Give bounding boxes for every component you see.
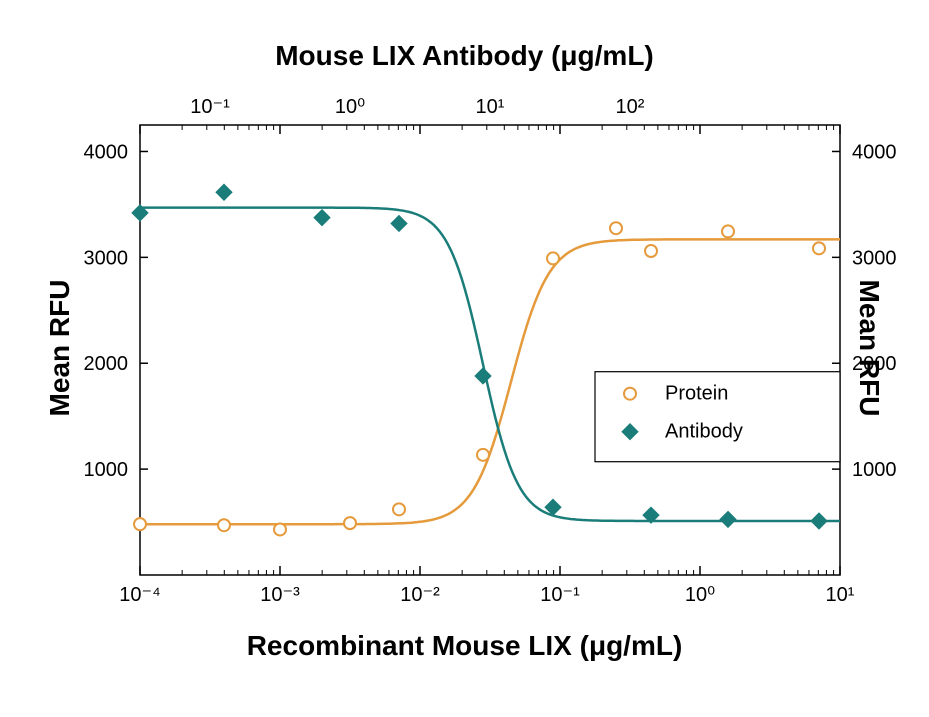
y-tick-label: 4000 <box>852 141 897 163</box>
x-top-tick-label: 10¹ <box>476 96 505 118</box>
x-bottom-tick-label: 10⁻² <box>400 584 440 606</box>
x-bottom-tick-label: 10⁻⁴ <box>119 584 160 606</box>
x-bottom-tick-label: 10⁻³ <box>260 584 300 606</box>
x-top-tick-label: 10⁰ <box>335 96 365 118</box>
x-bottom-tick-label: 10⁻¹ <box>540 584 580 606</box>
y-tick-label: 4000 <box>84 141 129 163</box>
x-bottom-tick-label: 10¹ <box>826 584 855 606</box>
y-tick-label: 1000 <box>852 459 897 481</box>
y-axis-left-title: Mean RFU <box>44 248 76 448</box>
y-tick-label: 3000 <box>84 247 129 269</box>
chart-container: 1000100020002000300030004000400010⁻⁴10⁻³… <box>0 0 929 717</box>
y-axis-right-title: Mean RFU <box>853 248 885 448</box>
x-axis-top-title: Mouse LIX Antibody (μg/mL) <box>0 40 929 72</box>
antibody-curve <box>140 208 840 521</box>
legend-label: Protein <box>665 383 728 405</box>
x-bottom-tick-label: 10⁰ <box>685 584 715 606</box>
x-axis-bottom-title: Recombinant Mouse LIX (μg/mL) <box>0 630 929 662</box>
y-tick-label: 2000 <box>84 353 129 375</box>
chart-svg: 1000100020002000300030004000400010⁻⁴10⁻³… <box>0 0 929 717</box>
plot-frame <box>140 125 840 575</box>
legend: Protein Antibody <box>595 372 840 462</box>
x-top-tick-label: 10² <box>616 96 645 118</box>
x-top-tick-label: 10⁻¹ <box>190 96 230 118</box>
y-tick-label: 1000 <box>84 459 129 481</box>
legend-label: Antibody <box>665 421 743 443</box>
